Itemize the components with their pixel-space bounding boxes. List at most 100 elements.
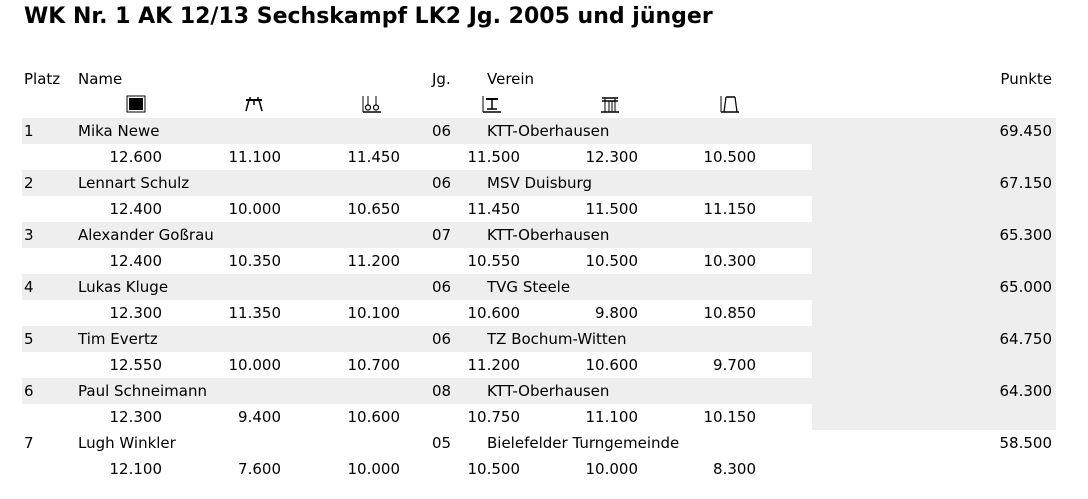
parallel-bars-icon xyxy=(600,95,620,113)
birth-year: 06 xyxy=(432,278,452,296)
total-points: 65.000 xyxy=(999,278,1053,296)
score-vault: 10.600 xyxy=(467,304,521,322)
total-points: 65.300 xyxy=(999,226,1053,244)
score-parallel-bars: 10.600 xyxy=(585,356,639,374)
competitor-name: Mika Newe xyxy=(78,122,160,140)
score-pommel-horse: 10.000 xyxy=(228,200,282,218)
club: KTT-Oberhausen xyxy=(487,122,610,140)
result-row-5: 5 Tim Evertz 06 TZ Bochum-Witten 64.750 … xyxy=(22,326,1056,378)
competitor-name: Alexander Goßrau xyxy=(78,226,214,244)
score-line: 12.400 10.000 10.650 11.450 11.500 11.15… xyxy=(22,196,812,222)
score-parallel-bars: 11.100 xyxy=(585,408,639,426)
score-pommel-horse: 7.600 xyxy=(238,460,281,478)
competitor-name: Lugh Winkler xyxy=(78,434,176,452)
score-high-bar: 10.850 xyxy=(703,304,757,322)
result-row-7: 7 Lugh Winkler 05 Bielefelder Turngemein… xyxy=(22,430,1056,482)
score-high-bar: 11.150 xyxy=(703,200,757,218)
rank: 1 xyxy=(24,122,34,140)
score-parallel-bars: 12.300 xyxy=(585,148,639,166)
score-pommel-horse: 10.350 xyxy=(228,252,282,270)
score-pommel-horse: 9.400 xyxy=(238,408,281,426)
birth-year: 05 xyxy=(432,434,452,452)
score-line: 12.600 11.100 11.450 11.500 12.300 10.50… xyxy=(22,144,812,170)
results-table: 1 Mika Newe 06 KTT-Oberhausen 69.450 12.… xyxy=(22,118,1056,482)
competitor-name: Lukas Kluge xyxy=(78,278,169,296)
score-high-bar: 8.300 xyxy=(713,460,756,478)
rank: 3 xyxy=(24,226,34,244)
rank: 7 xyxy=(24,434,34,452)
result-row-2: 2 Lennart Schulz 06 MSV Duisburg 67.150 … xyxy=(22,170,1056,222)
score-rings: 10.650 xyxy=(347,200,401,218)
score-line: 12.550 10.000 10.700 11.200 10.600 9.700 xyxy=(22,352,812,378)
club: KTT-Oberhausen xyxy=(487,226,610,244)
floor-icon xyxy=(126,95,146,113)
score-rings: 10.000 xyxy=(347,460,401,478)
total-points: 64.300 xyxy=(999,382,1053,400)
club: TZ Bochum-Witten xyxy=(487,330,627,348)
club: TVG Steele xyxy=(487,278,571,296)
rank: 5 xyxy=(24,330,34,348)
total-points: 67.150 xyxy=(999,174,1053,192)
competitor-name: Tim Evertz xyxy=(78,330,158,348)
score-floor: 12.400 xyxy=(109,200,163,218)
score-line: 12.300 9.400 10.600 10.750 11.100 10.150 xyxy=(22,404,812,430)
competitor-line: 6 Paul Schneimann 08 KTT-Oberhausen 64.3… xyxy=(22,378,1056,404)
pommel-horse-icon xyxy=(244,95,264,113)
score-floor: 12.300 xyxy=(109,408,163,426)
score-vault: 10.550 xyxy=(467,252,521,270)
score-floor: 12.550 xyxy=(109,356,163,374)
competitor-line: 4 Lukas Kluge 06 TVG Steele 65.000 xyxy=(22,274,1056,300)
score-high-bar: 9.700 xyxy=(713,356,756,374)
high-bar-icon xyxy=(720,95,740,113)
birth-year: 06 xyxy=(432,122,452,140)
rank: 4 xyxy=(24,278,34,296)
score-high-bar: 10.150 xyxy=(703,408,757,426)
score-parallel-bars: 9.800 xyxy=(595,304,638,322)
vault-icon xyxy=(482,95,502,113)
score-line: 12.100 7.600 10.000 10.500 10.000 8.300 xyxy=(22,456,812,482)
score-floor: 12.400 xyxy=(109,252,163,270)
score-rings: 10.700 xyxy=(347,356,401,374)
score-line: 12.400 10.350 11.200 10.550 10.500 10.30… xyxy=(22,248,812,274)
score-vault: 11.450 xyxy=(467,200,521,218)
score-vault: 10.500 xyxy=(467,460,521,478)
birth-year: 06 xyxy=(432,330,452,348)
score-high-bar: 10.500 xyxy=(703,148,757,166)
club: Bielefelder Turngemeinde xyxy=(487,434,680,452)
score-pommel-horse: 10.000 xyxy=(228,356,282,374)
rank: 6 xyxy=(24,382,34,400)
birth-year: 08 xyxy=(432,382,452,400)
rings-icon xyxy=(362,95,382,113)
score-floor: 12.300 xyxy=(109,304,163,322)
score-floor: 12.600 xyxy=(109,148,163,166)
score-line: 12.300 11.350 10.100 10.600 9.800 10.850 xyxy=(22,300,812,326)
club: KTT-Oberhausen xyxy=(487,382,610,400)
score-vault: 11.500 xyxy=(467,148,521,166)
competitor-name: Paul Schneimann xyxy=(78,382,208,400)
result-row-6: 6 Paul Schneimann 08 KTT-Oberhausen 64.3… xyxy=(22,378,1056,430)
header-name: Name xyxy=(78,70,123,88)
score-parallel-bars: 10.000 xyxy=(585,460,639,478)
competitor-line: 3 Alexander Goßrau 07 KTT-Oberhausen 65.… xyxy=(22,222,1056,248)
header-verein: Verein xyxy=(487,70,535,88)
result-row-3: 3 Alexander Goßrau 07 KTT-Oberhausen 65.… xyxy=(22,222,1056,274)
header-punkte: Punkte xyxy=(1000,70,1052,88)
page-title: WK Nr. 1 AK 12/13 Sechskampf LK2 Jg. 200… xyxy=(24,4,713,29)
score-rings: 11.200 xyxy=(347,252,401,270)
score-vault: 11.200 xyxy=(467,356,521,374)
result-row-4: 4 Lukas Kluge 06 TVG Steele 65.000 12.30… xyxy=(22,274,1056,326)
total-points: 69.450 xyxy=(999,122,1053,140)
header-platz: Platz xyxy=(24,70,61,88)
birth-year: 07 xyxy=(432,226,452,244)
result-row-1: 1 Mika Newe 06 KTT-Oberhausen 69.450 12.… xyxy=(22,118,1056,170)
competitor-line: 7 Lugh Winkler 05 Bielefelder Turngemein… xyxy=(22,430,1056,456)
header-jg: Jg. xyxy=(432,70,451,88)
score-parallel-bars: 11.500 xyxy=(585,200,639,218)
competitor-line: 5 Tim Evertz 06 TZ Bochum-Witten 64.750 xyxy=(22,326,1056,352)
score-parallel-bars: 10.500 xyxy=(585,252,639,270)
score-pommel-horse: 11.350 xyxy=(228,304,282,322)
score-rings: 10.100 xyxy=(347,304,401,322)
rank: 2 xyxy=(24,174,34,192)
score-rings: 11.450 xyxy=(347,148,401,166)
competitor-line: 1 Mika Newe 06 KTT-Oberhausen 69.450 xyxy=(22,118,1056,144)
